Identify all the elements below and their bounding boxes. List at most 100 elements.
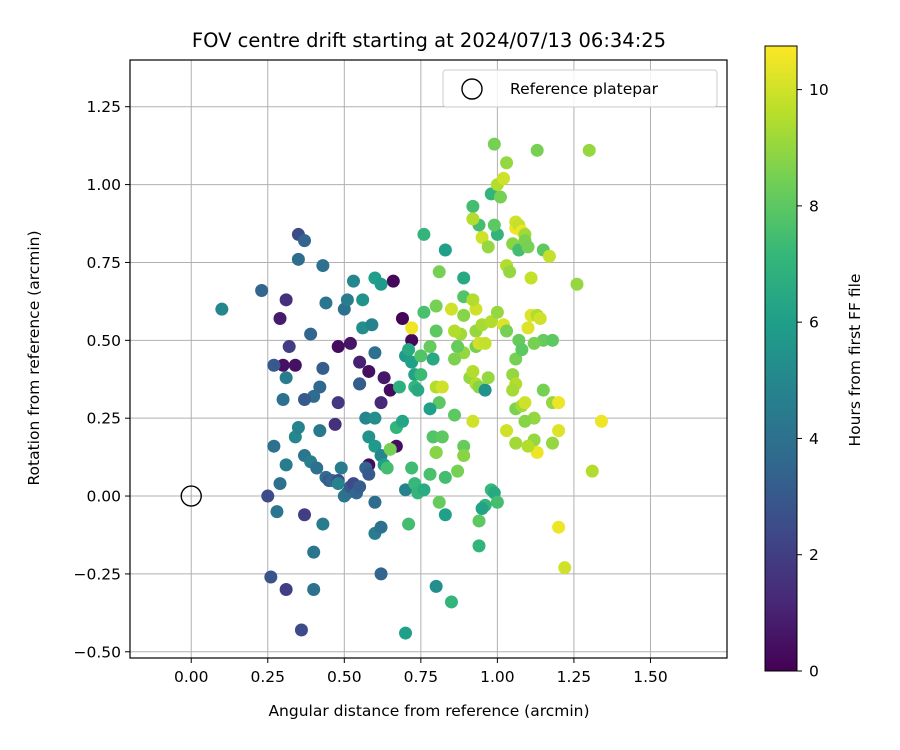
data-point bbox=[374, 396, 388, 410]
data-point bbox=[478, 383, 492, 397]
data-point bbox=[457, 449, 471, 463]
data-point bbox=[362, 364, 376, 378]
y-tick-label: 0.00 bbox=[86, 488, 121, 506]
data-point bbox=[310, 461, 324, 475]
data-point bbox=[582, 143, 596, 157]
data-point bbox=[313, 424, 327, 438]
data-point bbox=[215, 302, 229, 316]
data-point bbox=[466, 212, 480, 226]
data-point bbox=[497, 171, 511, 185]
x-tick-label: 0.75 bbox=[404, 668, 439, 686]
data-point bbox=[383, 442, 397, 456]
data-point bbox=[362, 430, 376, 444]
data-point bbox=[457, 308, 471, 322]
data-point bbox=[518, 414, 532, 428]
data-point bbox=[353, 355, 367, 369]
data-point bbox=[402, 343, 416, 357]
data-point bbox=[429, 445, 443, 459]
data-point bbox=[365, 318, 379, 332]
data-point bbox=[552, 424, 566, 438]
data-point bbox=[475, 231, 489, 245]
data-point bbox=[288, 358, 302, 372]
data-point bbox=[346, 274, 360, 288]
data-point bbox=[448, 324, 462, 338]
data-point bbox=[316, 259, 330, 273]
data-point bbox=[417, 483, 431, 497]
data-point bbox=[484, 315, 498, 329]
data-point bbox=[331, 340, 345, 354]
grid-layer bbox=[130, 60, 727, 658]
data-point bbox=[267, 358, 281, 372]
data-point bbox=[487, 218, 501, 232]
data-point bbox=[405, 461, 419, 475]
y-tick-label: 0.75 bbox=[86, 254, 121, 272]
data-point bbox=[481, 371, 495, 385]
data-point bbox=[399, 626, 413, 640]
colorbar-tick-label: 8 bbox=[809, 197, 819, 215]
data-point bbox=[475, 502, 489, 515]
data-point bbox=[552, 520, 566, 534]
data-point bbox=[417, 227, 431, 241]
data-point bbox=[414, 368, 428, 382]
data-point bbox=[490, 495, 504, 509]
data-point bbox=[518, 396, 532, 410]
data-point bbox=[466, 199, 480, 213]
ticks-layer: 0.00 0.25 0.50 0.75 1.00 1.25 1.50 −0.50 −0.25 0.… bbox=[74, 98, 668, 686]
data-point bbox=[490, 305, 504, 319]
data-point bbox=[267, 439, 281, 453]
data-point bbox=[438, 243, 452, 257]
x-tick-label: 1.25 bbox=[557, 668, 592, 686]
y-tick-label: −0.50 bbox=[74, 643, 122, 661]
data-point bbox=[438, 470, 452, 484]
data-point bbox=[429, 299, 443, 313]
data-point bbox=[405, 355, 419, 369]
chart-title: FOV centre drift starting at 2024/07/13 … bbox=[192, 29, 666, 52]
data-point bbox=[478, 336, 492, 350]
data-point bbox=[374, 520, 388, 534]
data-point bbox=[509, 436, 523, 450]
legend: Reference platepar bbox=[442, 69, 718, 108]
x-axis-label: Angular distance from reference (arcmin) bbox=[268, 702, 589, 720]
data-point bbox=[506, 383, 520, 397]
colorbar-tick-label: 0 bbox=[809, 663, 819, 681]
y-tick-label: 1.25 bbox=[86, 98, 121, 116]
legend-label: Reference platepar bbox=[510, 80, 659, 98]
data-point bbox=[466, 293, 480, 307]
data-point bbox=[368, 439, 382, 453]
y-tick-label: 1.00 bbox=[86, 176, 121, 194]
data-point bbox=[545, 436, 559, 450]
data-point bbox=[527, 336, 541, 350]
data-point bbox=[487, 137, 501, 151]
x-tick-label: 0.00 bbox=[174, 668, 209, 686]
legend-box bbox=[442, 69, 718, 108]
data-point bbox=[542, 249, 556, 263]
data-point bbox=[530, 445, 544, 459]
data-point bbox=[279, 371, 293, 385]
points-layer bbox=[180, 137, 608, 640]
data-point bbox=[405, 321, 419, 335]
data-point bbox=[448, 352, 462, 366]
data-point bbox=[500, 324, 514, 338]
data-point bbox=[429, 324, 443, 338]
data-point bbox=[304, 327, 318, 341]
colorbar-gradient bbox=[764, 45, 798, 672]
data-point bbox=[279, 293, 293, 307]
data-point bbox=[255, 283, 269, 297]
data-point bbox=[270, 505, 284, 519]
data-point bbox=[417, 305, 431, 319]
plot-frame bbox=[129, 59, 728, 659]
data-point bbox=[466, 414, 480, 428]
data-point bbox=[552, 396, 566, 410]
data-point bbox=[481, 240, 495, 254]
data-point bbox=[444, 302, 458, 316]
data-point bbox=[451, 464, 465, 478]
data-point bbox=[298, 392, 312, 406]
data-point bbox=[444, 595, 458, 609]
data-point bbox=[423, 402, 437, 416]
data-point bbox=[500, 156, 514, 170]
data-point bbox=[279, 458, 293, 472]
reference-marker bbox=[180, 485, 202, 507]
data-point bbox=[340, 293, 354, 307]
data-point bbox=[316, 361, 330, 375]
